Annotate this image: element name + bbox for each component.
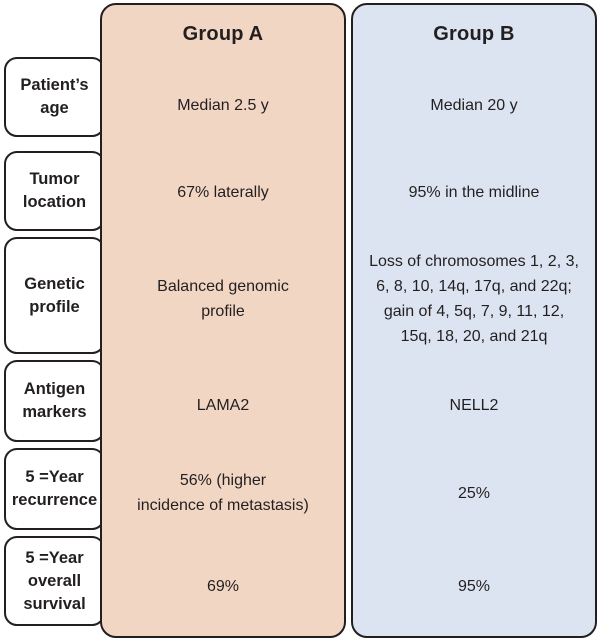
group-b-5-year-recurrence: 25% — [457, 484, 491, 502]
group-b-header: Group B — [433, 22, 515, 45]
row-label-genetic-profile: Genetic profile — [4, 237, 105, 354]
group-a-panel: Group A Median 2.5 y 67% laterally Balan… — [100, 3, 346, 638]
group-a-tumor-location: 67% laterally — [177, 183, 269, 201]
group-b-panel: Group B Median 20 y 95% in the midline L… — [351, 3, 597, 638]
group-a-genetic-profile: Balanced genomic profile — [157, 278, 289, 320]
row-label-5-year-overall-survival: 5 =Year overall survival — [4, 536, 105, 626]
row-label-antigen-markers: Antigen markers — [4, 360, 105, 442]
group-a-antigen-markers: LAMA2 — [196, 396, 250, 414]
group-a-5-year-overall-survival: 69% — [206, 578, 240, 595]
group-b-patients-age: Median 20 y — [430, 96, 518, 114]
group-b-genetic-profile: Loss of chromosomes 1, 2, 3, 6, 8, 10, 1… — [369, 253, 579, 345]
group-a-5-year-recurrence: 56% (higher incidence of metastasis) — [137, 472, 309, 514]
group-a-patients-age: Median 2.5 y — [177, 96, 269, 114]
group-b-tumor-location: 95% in the midline — [408, 183, 540, 201]
group-b-antigen-markers: NELL2 — [449, 396, 499, 414]
group-b-5-year-overall-survival: 95% — [457, 578, 491, 595]
row-label-5-year-recurrence: 5 =Year recurrence — [4, 448, 105, 530]
group-a-header: Group A — [182, 22, 264, 45]
row-label-patients-age: Patient’s age — [4, 57, 105, 137]
row-label-tumor-location: Tumor location — [4, 151, 105, 231]
